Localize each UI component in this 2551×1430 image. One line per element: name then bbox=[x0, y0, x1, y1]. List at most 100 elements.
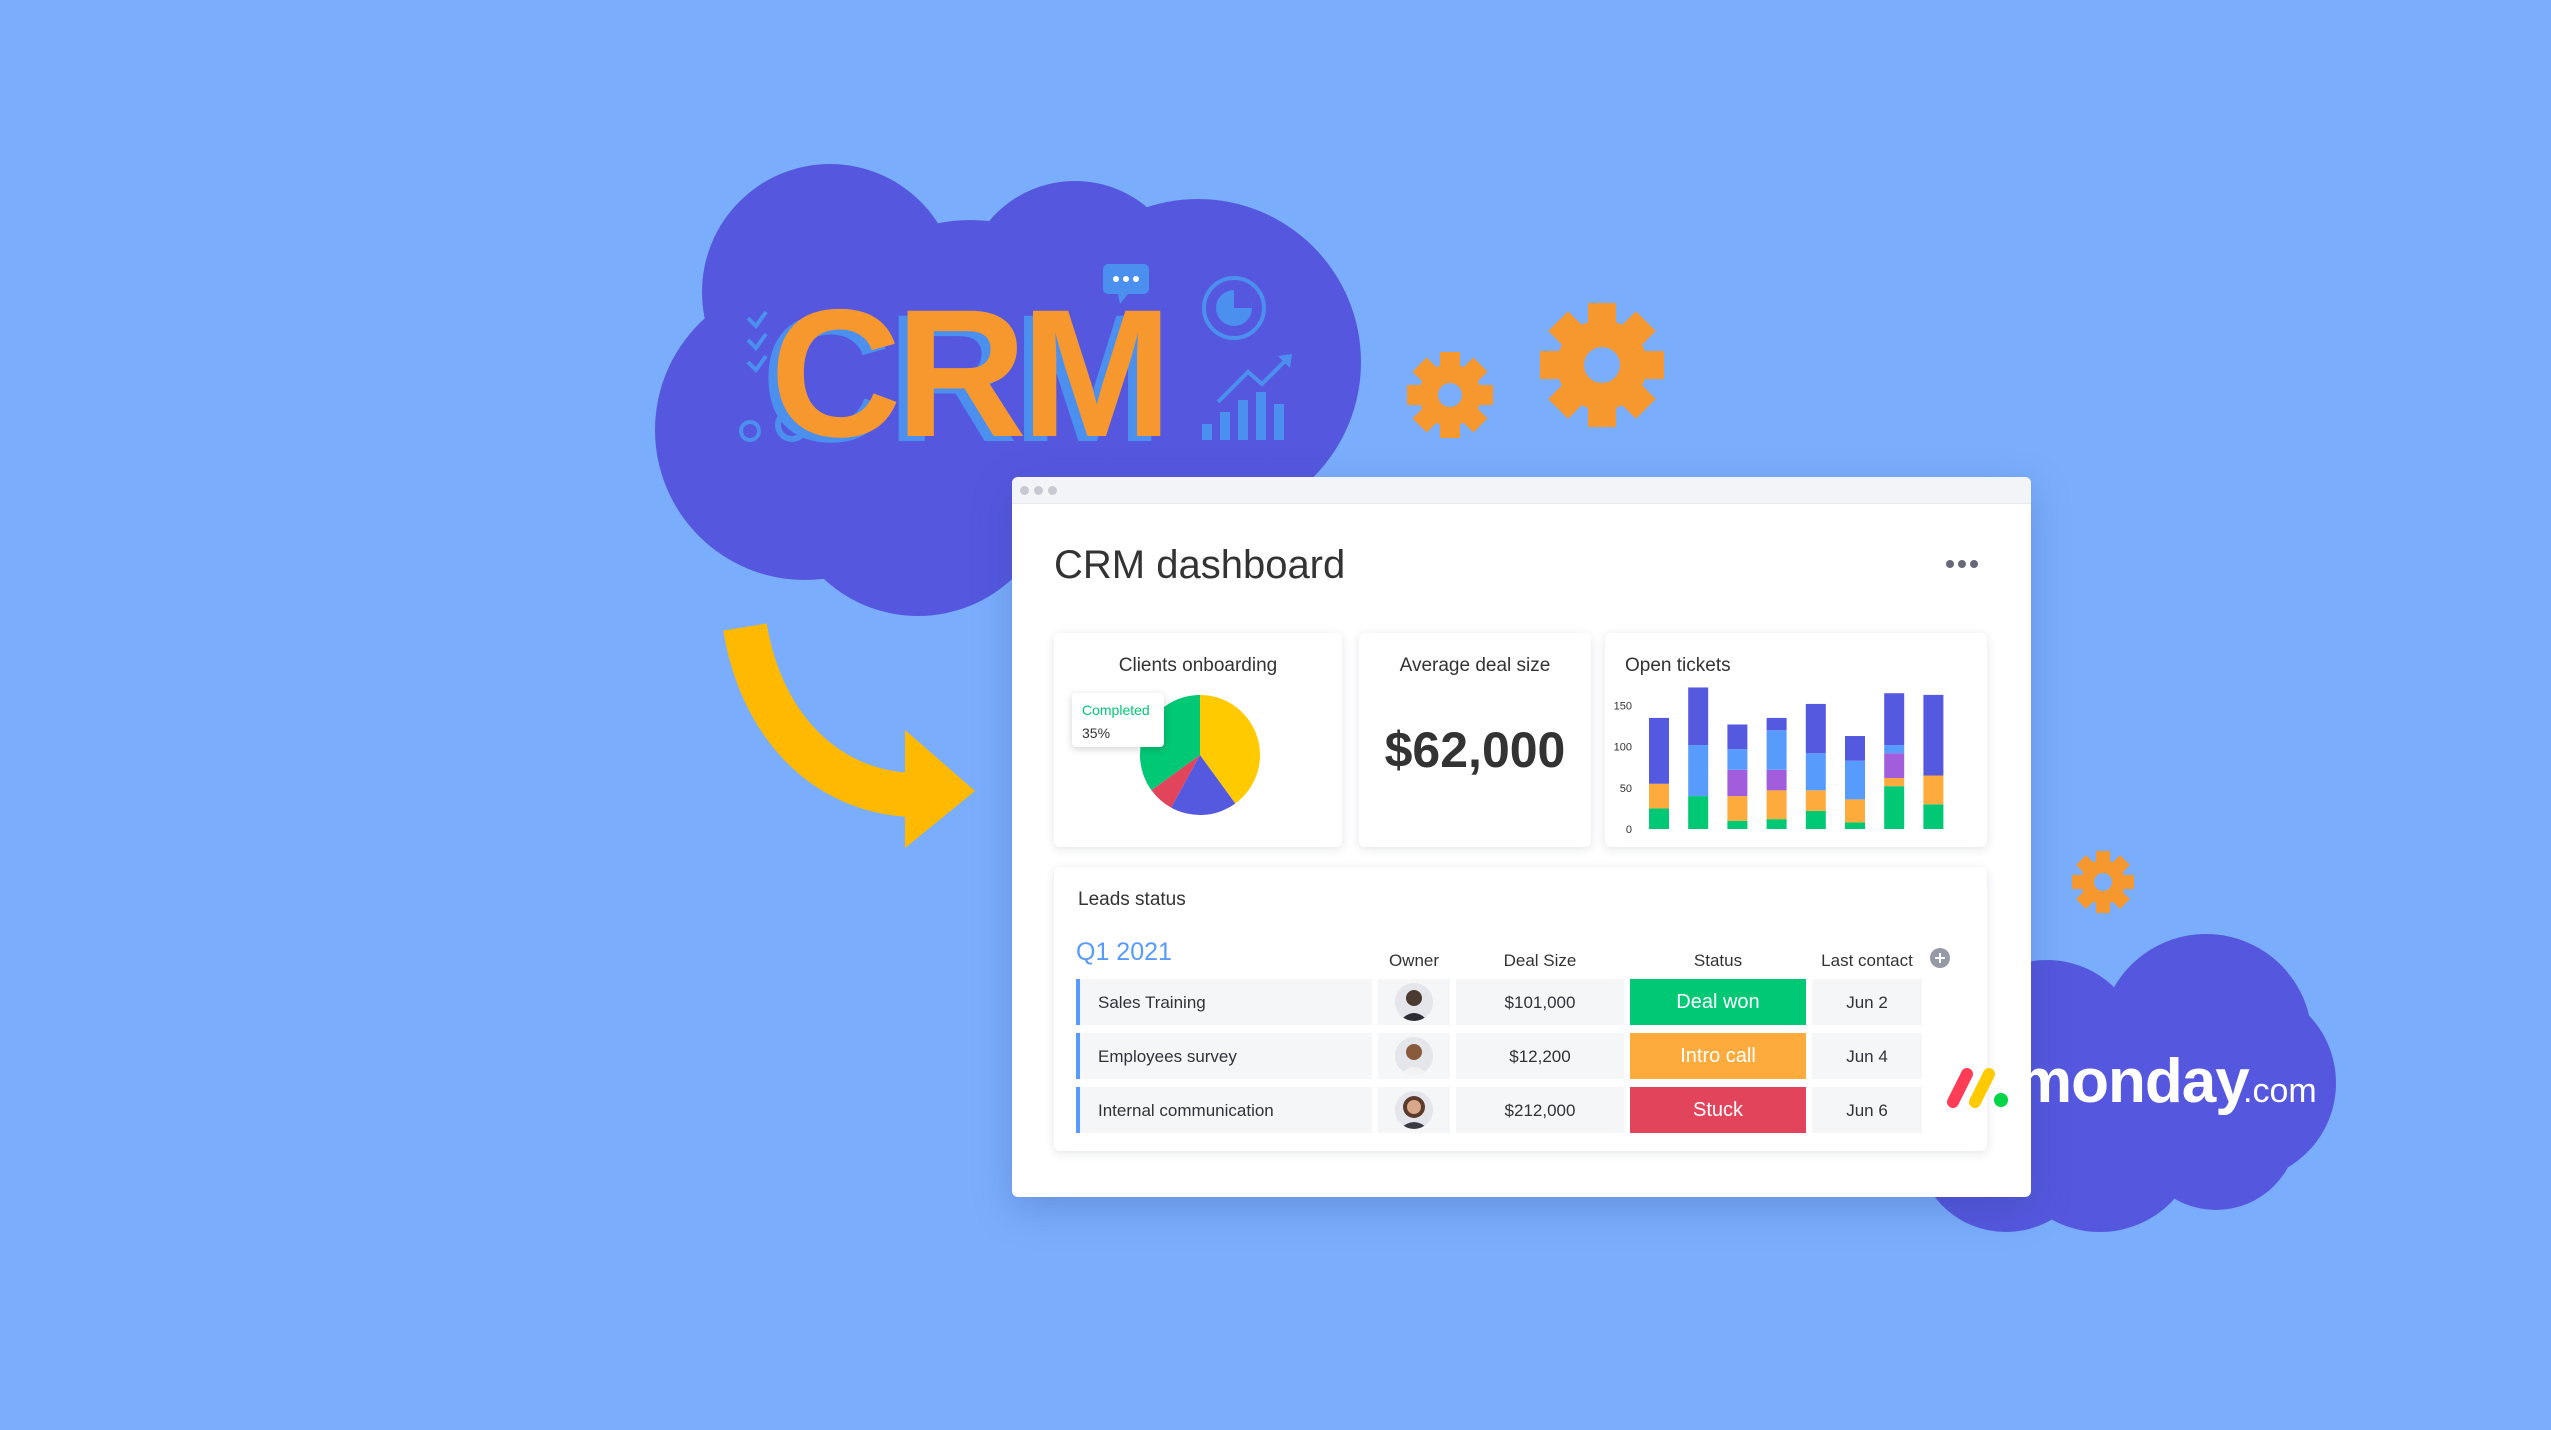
bar-segment bbox=[1805, 753, 1826, 791]
leads-status-card: Leads status Q1 2021 Owner Deal Size Sta… bbox=[1054, 867, 1987, 1151]
bar-segment bbox=[1923, 775, 1944, 805]
bar-segment bbox=[1688, 796, 1709, 829]
clients-onboarding-card[interactable]: Clients onboarding Completed 35% bbox=[1054, 633, 1342, 847]
last-contact-cell[interactable]: Jun 4 bbox=[1812, 1033, 1922, 1079]
status-badge[interactable]: Deal won bbox=[1630, 979, 1806, 1025]
column-header-deal-size[interactable]: Deal Size bbox=[1503, 951, 1577, 970]
monday-mark-icon bbox=[1947, 1068, 2008, 1108]
avatar bbox=[1395, 1037, 1433, 1075]
bar-segment bbox=[1884, 745, 1905, 754]
bar-segment bbox=[1649, 717, 1669, 784]
last-contact-value: Jun 4 bbox=[1846, 1047, 1888, 1066]
bar-segment bbox=[1727, 820, 1748, 829]
bar-segment bbox=[1884, 786, 1905, 829]
item-name-cell[interactable]: Internal communication bbox=[1076, 1087, 1372, 1133]
bar-segment bbox=[1805, 790, 1826, 811]
bar-segment bbox=[1923, 804, 1944, 829]
bar-segment bbox=[1766, 717, 1787, 731]
item-name: Sales Training bbox=[1098, 993, 1206, 1012]
deal-size-value: $212,000 bbox=[1504, 1101, 1576, 1120]
bar-segment bbox=[1649, 783, 1669, 809]
bar-segment bbox=[1766, 819, 1787, 829]
table-row[interactable]: Sales Training $101,000 Deal won Jun 2 bbox=[1076, 979, 1948, 1025]
table-row[interactable]: Internal communication $212,000 Stuck Ju… bbox=[1076, 1087, 1948, 1133]
donut-icon bbox=[1202, 276, 1266, 340]
window-dot-icon[interactable] bbox=[1020, 486, 1029, 495]
window-titlebar bbox=[1012, 477, 2031, 504]
bar-segment bbox=[1649, 808, 1669, 829]
bar-segment bbox=[1766, 769, 1787, 791]
rising-chart-icon bbox=[1202, 354, 1292, 440]
y-tick-label: 100 bbox=[1614, 742, 1632, 754]
window-dot-icon[interactable] bbox=[1048, 486, 1057, 495]
bar-segment bbox=[1805, 810, 1826, 829]
item-name: Internal communication bbox=[1098, 1101, 1274, 1120]
bar-segment bbox=[1805, 703, 1826, 754]
chat-bubble-icon bbox=[1103, 264, 1149, 304]
column-header-status[interactable]: Status bbox=[1693, 951, 1743, 970]
more-horizontal-icon[interactable] bbox=[1945, 559, 1979, 569]
bar-segment bbox=[1845, 736, 1865, 761]
open-tickets-title: Open tickets bbox=[1625, 655, 1731, 676]
gear-icon bbox=[2072, 851, 2134, 913]
y-tick-label: 150 bbox=[1614, 701, 1632, 713]
item-name-cell[interactable]: Employees survey bbox=[1076, 1033, 1372, 1079]
monday-logo: monday .com bbox=[1945, 1046, 2325, 1116]
crm-dashboard-window: CRM dashboard Clients onboarding Complet… bbox=[1012, 477, 2031, 1197]
column-header-last-contact[interactable]: Last contact bbox=[1821, 951, 1913, 970]
gear-icon bbox=[739, 408, 809, 442]
bar-segment bbox=[1727, 724, 1748, 750]
pie-slice bbox=[1171, 755, 1236, 815]
crm-hero-title: CRM bbox=[770, 271, 1172, 475]
window-dot-icon[interactable] bbox=[1034, 486, 1043, 495]
status-label: Intro call bbox=[1680, 1045, 1756, 1067]
bar-segment bbox=[1845, 822, 1865, 829]
y-tick-label: 50 bbox=[1620, 783, 1632, 795]
gear-icon bbox=[1407, 352, 1493, 438]
status-label: Deal won bbox=[1676, 991, 1760, 1013]
status-label: Stuck bbox=[1692, 1099, 1744, 1121]
status-badge[interactable]: Stuck bbox=[1630, 1087, 1806, 1133]
column-header-owner[interactable]: Owner bbox=[1388, 951, 1440, 970]
gear-icon bbox=[1540, 303, 1664, 427]
plus-circle-icon[interactable] bbox=[1930, 948, 1950, 968]
bar-segment bbox=[1688, 687, 1709, 746]
table-row[interactable]: Employees survey $12,200 Intro call Jun … bbox=[1076, 1033, 1948, 1079]
owner-cell[interactable] bbox=[1378, 979, 1450, 1025]
deal-size-cell[interactable]: $12,200 bbox=[1456, 1033, 1624, 1079]
bar-segment bbox=[1766, 730, 1787, 770]
bar-segment bbox=[1727, 769, 1748, 797]
bar-segment bbox=[1845, 760, 1865, 800]
checklist-icon bbox=[746, 310, 768, 374]
average-deal-title: Average deal size bbox=[1399, 655, 1551, 676]
status-badge[interactable]: Intro call bbox=[1630, 1033, 1806, 1079]
deal-size-cell[interactable]: $101,000 bbox=[1456, 979, 1624, 1025]
bar-segment bbox=[1727, 796, 1748, 821]
dashboard-title: CRM dashboard bbox=[1054, 543, 1346, 587]
completed-tooltip: Completed 35% bbox=[1072, 693, 1164, 747]
owner-cell[interactable] bbox=[1378, 1087, 1450, 1133]
item-name-cell[interactable]: Sales Training bbox=[1076, 979, 1372, 1025]
average-deal-value: $62,000 bbox=[1384, 722, 1566, 778]
deal-size-cell[interactable]: $212,000 bbox=[1456, 1087, 1624, 1133]
last-contact-cell[interactable]: Jun 2 bbox=[1812, 979, 1922, 1025]
last-contact-cell[interactable]: Jun 6 bbox=[1812, 1087, 1922, 1133]
avatar bbox=[1395, 983, 1433, 1021]
average-deal-card[interactable]: Average deal size $62,000 bbox=[1359, 633, 1591, 847]
clients-onboarding-title: Clients onboarding bbox=[1118, 655, 1278, 676]
y-tick-label: 0 bbox=[1626, 824, 1632, 836]
completed-value: 35% bbox=[1082, 725, 1111, 741]
monday-suffix: .com bbox=[2243, 1072, 2317, 1110]
open-tickets-bar-chart: 0 50 100 150 bbox=[1614, 687, 1944, 836]
open-tickets-card[interactable]: Open tickets 0 50 100 150 bbox=[1605, 633, 1987, 847]
group-title[interactable]: Q1 2021 bbox=[1076, 938, 1172, 966]
item-name: Employees survey bbox=[1098, 1047, 1237, 1066]
completed-label: Completed bbox=[1082, 702, 1150, 718]
curved-arrow-icon bbox=[723, 623, 975, 848]
pie-slice bbox=[1151, 755, 1200, 808]
monday-wordmark: monday bbox=[2017, 1047, 2250, 1116]
deal-size-value: $12,200 bbox=[1509, 1047, 1571, 1066]
bar-segment bbox=[1845, 799, 1865, 823]
owner-cell[interactable] bbox=[1378, 1033, 1450, 1079]
